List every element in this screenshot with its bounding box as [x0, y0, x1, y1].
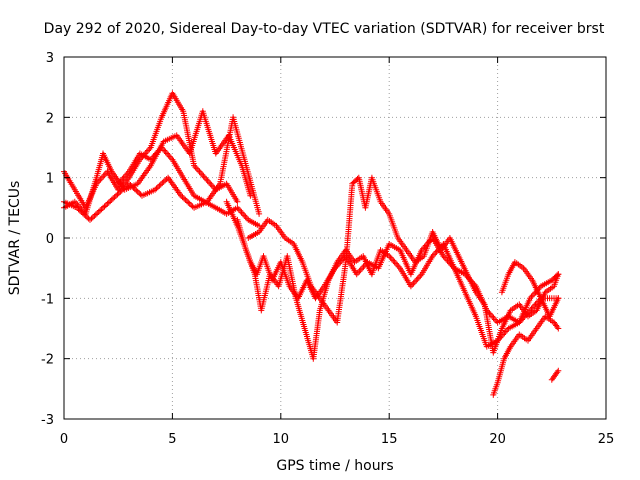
y-tick-label: -1	[41, 292, 54, 307]
x-tick-label: 0	[60, 432, 68, 447]
series-trace-7	[245, 174, 562, 356]
series-trace-8	[490, 313, 562, 398]
y-axis-label: SDTVAR / TECUs	[7, 181, 23, 296]
x-tick-label: 25	[598, 432, 615, 447]
grid-lines	[64, 57, 606, 419]
x-tick-label: 10	[273, 432, 290, 447]
series-trace-9	[498, 259, 562, 320]
y-tick-label: 0	[46, 232, 54, 247]
data-points	[61, 90, 562, 398]
y-tick-label: 1	[46, 172, 54, 187]
series-trace-10	[548, 367, 562, 383]
x-axis-label: GPS time / hours	[276, 458, 393, 474]
y-tick-label: -2	[41, 353, 54, 368]
y-tick-label: -3	[41, 413, 54, 428]
chart-title: Day 292 of 2020, Sidereal Day-to-day VTE…	[44, 21, 605, 37]
y-tick-label: 2	[46, 111, 54, 126]
y-tick-label: 3	[46, 51, 54, 66]
x-tick-label: 15	[381, 432, 398, 447]
x-tick-label: 5	[168, 432, 176, 447]
series-trace-4	[115, 144, 263, 229]
series-trace-3	[61, 114, 263, 223]
x-tick-label: 20	[489, 432, 506, 447]
